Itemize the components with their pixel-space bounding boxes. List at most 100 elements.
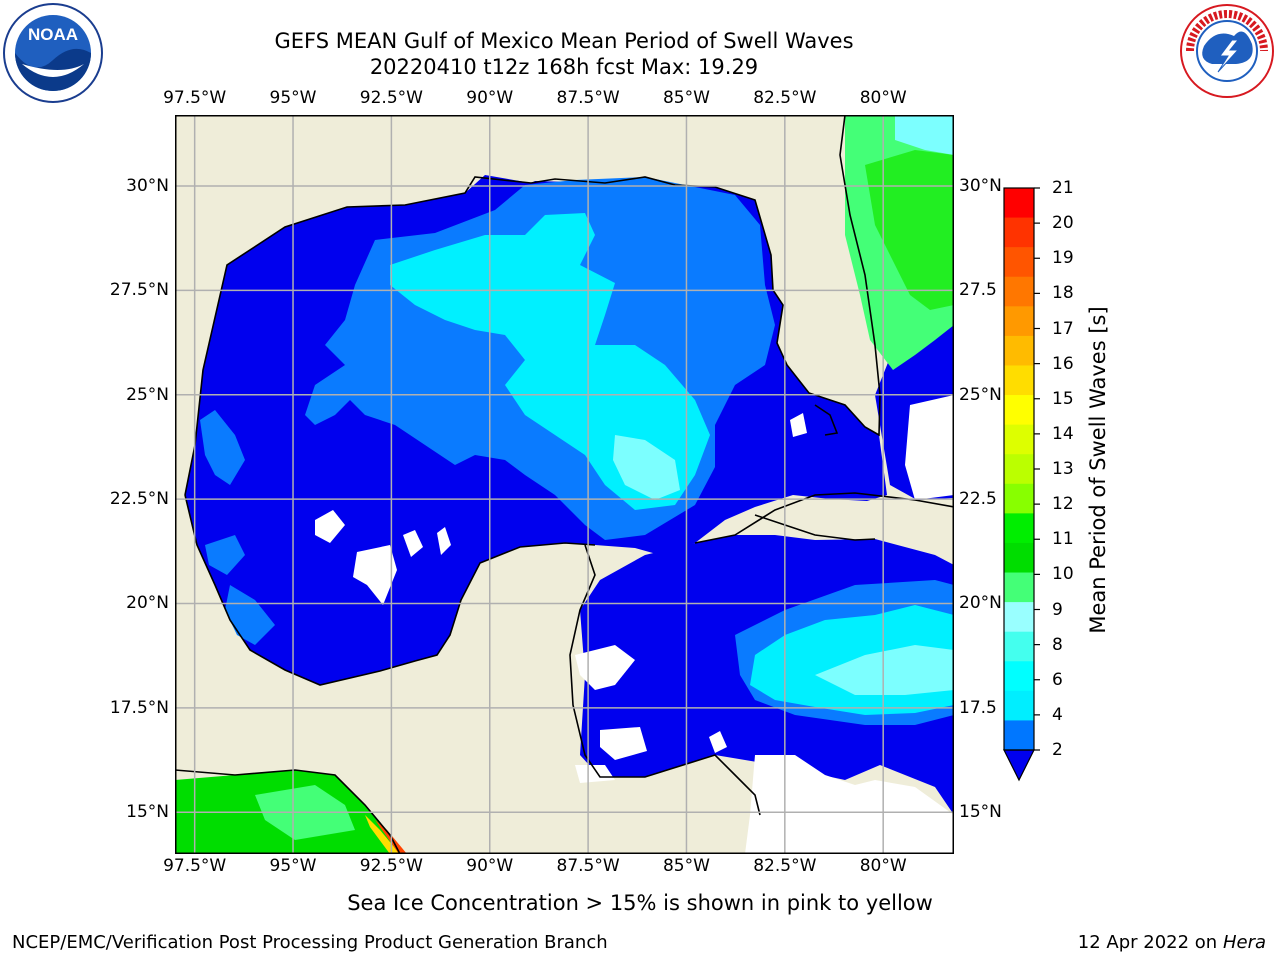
atlantic-green: [865, 150, 954, 310]
lon-tick-label: 90°W: [466, 88, 514, 108]
no-data-patch: [600, 727, 647, 760]
colorbar-tick-label: 11: [1052, 529, 1074, 550]
lat-tick-label: 17.5°N: [109, 697, 169, 718]
lat-tick-label: 27.5: [959, 280, 997, 301]
colorbar-segment: [1004, 217, 1034, 248]
colorbar-segment: [1004, 247, 1034, 278]
no-data-patch: [709, 731, 727, 753]
carib-light-cyan: [815, 645, 954, 695]
lon-tick-label: 82.5°W: [753, 856, 817, 876]
gulf-cyan: [390, 213, 710, 510]
lat-tick-label: 15°N: [126, 802, 169, 823]
colorbar-segment: [1004, 483, 1034, 514]
no-data-patch: [575, 765, 615, 783]
lon-tick-label: 85°W: [662, 88, 710, 108]
lat-tick-label: 15°N: [959, 802, 1002, 823]
swell-period-map: [175, 115, 954, 854]
colorbar-segment: [1004, 690, 1034, 721]
colorbar-tick-label: 10: [1052, 564, 1074, 585]
colorbar-tick-label: 13: [1052, 459, 1074, 479]
colorbar-tick-label: 18: [1052, 283, 1074, 304]
no-data-patch: [437, 527, 451, 555]
colorbar-tick-label: 20: [1052, 213, 1074, 234]
lon-tick-label: 95°W: [269, 88, 317, 108]
colorbar-segment: [1004, 631, 1034, 662]
lon-tick-label: 97.5°W: [163, 856, 227, 876]
colorbar-tick-label: 17: [1052, 318, 1074, 339]
no-data-patch: [315, 510, 345, 543]
footer-date: 12 Apr 2022 on: [1077, 932, 1223, 953]
lat-tick-label: 25°N: [126, 384, 169, 405]
footer-right: 12 Apr 2022 on Hera: [1078, 932, 1266, 953]
colorbar-tick-label: 8: [1052, 634, 1063, 655]
colorbar-segment: [1004, 335, 1034, 366]
lon-tick-label: 80°W: [859, 88, 907, 108]
footer-left: NCEP/EMC/Verification Post Processing Pr…: [12, 932, 608, 953]
colorbar-tick-label: 19: [1052, 248, 1074, 269]
colorbar-segment: [1004, 602, 1034, 633]
noaa-logo-text: NOAA: [28, 25, 78, 44]
colorbar-segment: [1004, 395, 1034, 426]
lon-tick-label: 87.5°W: [556, 88, 620, 108]
colorbar-tick-label: 9: [1052, 599, 1063, 620]
colorbar-segment: [1004, 572, 1034, 603]
colorbar-segment: [1004, 276, 1034, 307]
no-data-patch: [575, 645, 635, 690]
colorbar-tick-label: 6: [1052, 669, 1063, 690]
colorbar-tick-label: 16: [1052, 353, 1074, 374]
colorbar-segment: [1004, 661, 1034, 692]
bay-campeche-mid-blue: [205, 535, 245, 575]
gridlines: [175, 115, 954, 854]
colorbar-segment: [1004, 365, 1034, 396]
lat-tick-label: 27.5°N: [109, 280, 169, 301]
sea-ice-caption: Sea Ice Concentration > 15% is shown in …: [347, 891, 933, 915]
noaa-logo: NOAA: [3, 3, 103, 103]
lat-tick-label: 30°N: [126, 175, 169, 196]
lon-tick-label: 87.5°W: [556, 856, 620, 876]
colorbar-tick-label: 15: [1052, 388, 1074, 409]
gulf-light-cyan: [613, 435, 680, 500]
colorbar-segment: [1004, 542, 1034, 574]
lon-tick-label: 80°W: [859, 856, 907, 876]
colorbar-segment: [1004, 424, 1034, 455]
lat-tick-label: 17.5: [959, 697, 997, 718]
chart-title: GEFS MEAN Gulf of Mexico Mean Period of …: [274, 29, 854, 53]
lon-tick-label: 95°W: [269, 856, 317, 876]
colorbar-tick-label: 2: [1052, 740, 1063, 760]
lat-tick-label: 22.5: [959, 489, 997, 510]
colorbar-tick-label: 4: [1052, 704, 1063, 725]
lon-tick-label: 85°W: [662, 856, 710, 876]
colorbar-segment: [1004, 188, 1034, 219]
colorbar-segment: [1004, 306, 1034, 337]
ocean-fields: [175, 115, 954, 854]
no-data-patch: [353, 545, 397, 605]
gulf-west-mid-blue: [200, 410, 245, 485]
colorbar-tick-label: 14: [1052, 423, 1074, 444]
no-data-patch: [790, 413, 807, 437]
lon-tick-label: 90°W: [466, 856, 514, 876]
nws-logo: [1180, 4, 1274, 98]
lat-tick-label: 20°N: [126, 593, 169, 614]
colorbar-segment: [1004, 513, 1034, 544]
lon-tick-label: 97.5°W: [163, 88, 227, 108]
colorbar-segment: [1004, 720, 1034, 751]
colorbar-extend-arrow: [1003, 749, 1035, 782]
lat-tick-label: 30°N: [959, 175, 1002, 196]
colorbar-tick-label: 12: [1052, 494, 1074, 515]
colorbar-tick-label: 21: [1052, 178, 1074, 198]
no-data-patch: [745, 755, 954, 854]
no-data-patch: [905, 395, 954, 500]
colorbar-label: Mean Period of Swell Waves [s]: [1086, 306, 1110, 634]
lat-tick-label: 22.5°N: [109, 489, 169, 510]
footer-host: Hera: [1222, 932, 1266, 953]
atlantic-cyan-top: [895, 115, 954, 155]
lon-tick-label: 92.5°W: [359, 88, 423, 108]
chart-subtitle: 20220410 t12z 168h fcst Max: 19.29: [369, 55, 759, 79]
lat-tick-label: 25°N: [959, 384, 1002, 405]
colorbar: [1003, 187, 1040, 782]
colorbar-segment: [1004, 454, 1034, 485]
map-frame: [175, 115, 954, 854]
lon-tick-label: 82.5°W: [753, 88, 817, 108]
no-data-patch: [403, 530, 423, 557]
lon-tick-label: 92.5°W: [359, 856, 423, 876]
